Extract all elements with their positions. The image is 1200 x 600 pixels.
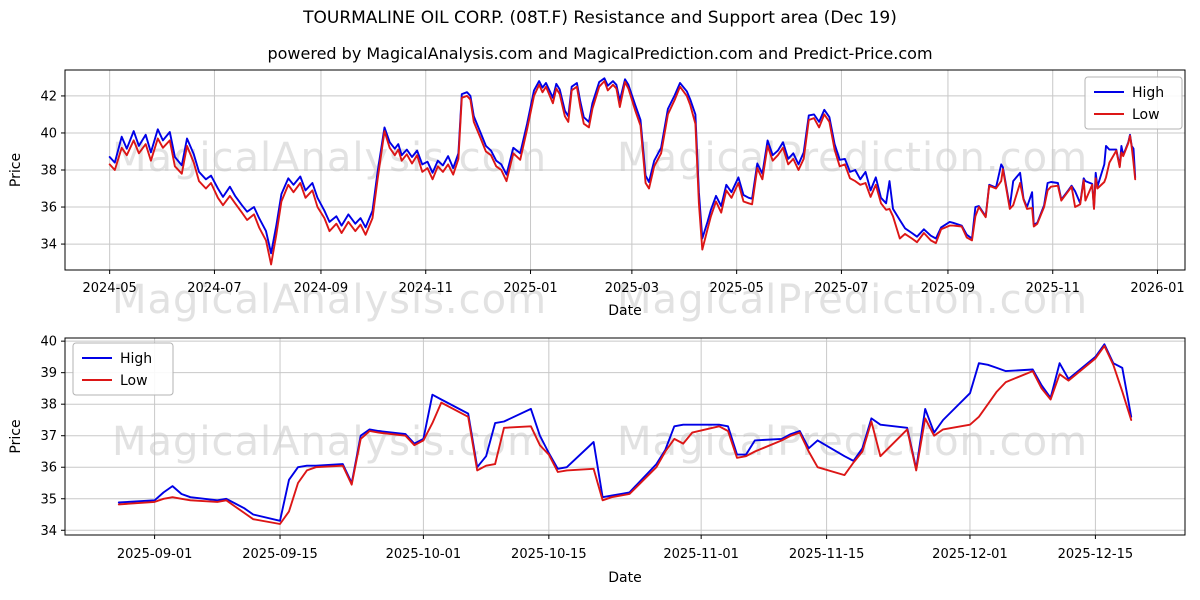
svg-text:35: 35	[40, 492, 57, 507]
svg-text:40: 40	[40, 335, 57, 350]
legend: High Low	[1084, 76, 1183, 130]
svg-text:2024-07: 2024-07	[187, 281, 241, 296]
legend-low-label: Low	[120, 373, 148, 389]
high-line	[117, 343, 1133, 522]
svg-text:34: 34	[40, 238, 57, 253]
svg-text:37: 37	[40, 429, 57, 444]
legend-high-label: High	[1132, 85, 1164, 101]
x-axis-label: Date	[608, 303, 641, 319]
svg-text:34: 34	[40, 524, 57, 539]
svg-text:2025-11-01: 2025-11-01	[663, 547, 739, 562]
chart-subtitle: powered by MagicalAnalysis.com and Magic…	[267, 44, 933, 63]
svg-text:2025-01: 2025-01	[503, 281, 557, 296]
axis-labels: 34 35 36 37 38 39 40 2025-09-01 2025-09-15 2025-1…	[8, 335, 1133, 586]
price-chart-yearly: 34 36 38 40 42 2024-05 2024-07 2024-09 2024-11 20…	[8, 69, 1186, 319]
plot-border	[64, 337, 1186, 536]
svg-text:2025-09-15: 2025-09-15	[242, 547, 318, 562]
low-line	[117, 344, 1133, 525]
legend-low-label: Low	[1132, 107, 1160, 123]
low-line	[108, 80, 1137, 266]
svg-text:2024-05: 2024-05	[82, 281, 136, 296]
gridlines	[65, 338, 1185, 535]
svg-text:38: 38	[40, 398, 57, 413]
y-axis-label: Price	[8, 419, 24, 453]
chart-title: TOURMALINE OIL CORP. (08T.F) Resistance …	[303, 8, 897, 28]
y-axis-label: Price	[8, 153, 24, 187]
svg-text:2025-07: 2025-07	[814, 281, 868, 296]
svg-text:39: 39	[40, 366, 57, 381]
svg-text:38: 38	[40, 164, 57, 179]
svg-text:36: 36	[40, 201, 57, 216]
svg-text:2025-10-15: 2025-10-15	[511, 547, 587, 562]
price-chart-recent: 34 35 36 37 38 39 40 2025-09-01 2025-09-15 2025-1…	[8, 335, 1186, 586]
svg-text:40: 40	[40, 126, 57, 141]
svg-text:36: 36	[40, 461, 57, 476]
svg-text:2025-12-01: 2025-12-01	[932, 547, 1008, 562]
x-axis-label: Date	[608, 570, 641, 586]
axis-labels: 34 36 38 40 42 2024-05 2024-07 2024-09 2024-11 20…	[8, 89, 1185, 319]
high-line	[108, 77, 1137, 255]
svg-text:2026-01: 2026-01	[1130, 281, 1184, 296]
gridlines	[65, 70, 1185, 270]
svg-text:42: 42	[40, 89, 57, 104]
svg-text:2025-11: 2025-11	[1026, 281, 1080, 296]
svg-text:2025-12-15: 2025-12-15	[1058, 547, 1134, 562]
legend-high-label: High	[120, 351, 152, 367]
svg-text:2025-10-01: 2025-10-01	[386, 547, 462, 562]
svg-text:2025-09-01: 2025-09-01	[117, 547, 193, 562]
svg-text:2025-03: 2025-03	[605, 281, 659, 296]
legend: High Low	[72, 342, 174, 396]
svg-text:2024-11: 2024-11	[399, 281, 453, 296]
svg-text:2025-11-15: 2025-11-15	[789, 547, 865, 562]
svg-text:2025-09: 2025-09	[921, 281, 975, 296]
svg-text:2025-05: 2025-05	[709, 281, 763, 296]
svg-text:2024-09: 2024-09	[294, 281, 348, 296]
